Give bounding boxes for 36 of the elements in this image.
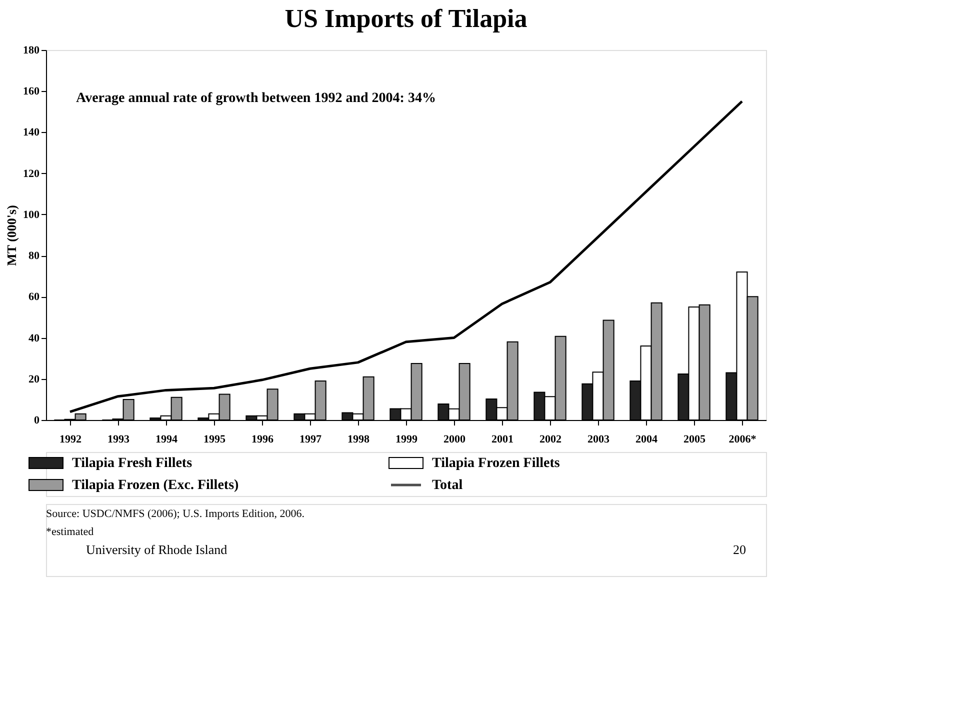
annotation: Average annual rate of growth between 1992 and 2004: 34%: [76, 91, 436, 106]
y-tick-label: 60: [28, 291, 40, 304]
text: 20: [733, 542, 746, 557]
x-tick-label: 1993: [108, 434, 130, 446]
legend-label: Tilapia Frozen Fillets: [432, 456, 560, 471]
y-tick-label: 0: [34, 414, 40, 426]
x-tick-label: 1997: [300, 434, 322, 446]
x-tick-label: 2005: [684, 434, 706, 446]
y-tick-label: 120: [23, 168, 40, 180]
x-tick-label: 2001: [492, 434, 514, 446]
y-tick-label: 140: [23, 126, 40, 139]
legend-label: Tilapia Fresh Fillets: [72, 456, 193, 471]
x-tick-label: 1994: [156, 434, 178, 446]
y-tick-label: 40: [28, 332, 40, 344]
x-tick-label: 1999: [396, 434, 418, 446]
legend-label: Total: [432, 478, 463, 493]
x-tick-label: 1998: [348, 434, 370, 446]
x-tick-label: 2006*: [728, 434, 757, 446]
legend-label: Tilapia Frozen (Exc. Fillets): [72, 478, 240, 493]
x-tick-label: 1992: [60, 434, 82, 446]
y-tick-label: 80: [28, 250, 40, 262]
x-tick-label: 2000: [444, 434, 466, 446]
y-tick-label: 160: [23, 86, 40, 98]
y-axis-title: MT (000's): [4, 205, 19, 266]
source-note: Source: USDC/NMFS (2006); U.S. Imports Edition, 2006.: [46, 508, 305, 520]
x-tick-label: 1995: [204, 434, 226, 446]
y-tick-label: 180: [23, 44, 40, 56]
text: *estimated: [46, 526, 94, 538]
x-tick-label: 2002: [540, 434, 562, 446]
x-tick-label: 2003: [588, 434, 610, 446]
x-tick-label: 2004: [636, 434, 658, 446]
y-tick-label: 100: [23, 208, 40, 221]
text: University of Rhode Island: [86, 542, 228, 557]
chart-title: US Imports of Tilapia: [284, 4, 528, 33]
x-tick-label: 1996: [252, 434, 274, 446]
y-tick-label: 20: [28, 373, 40, 386]
